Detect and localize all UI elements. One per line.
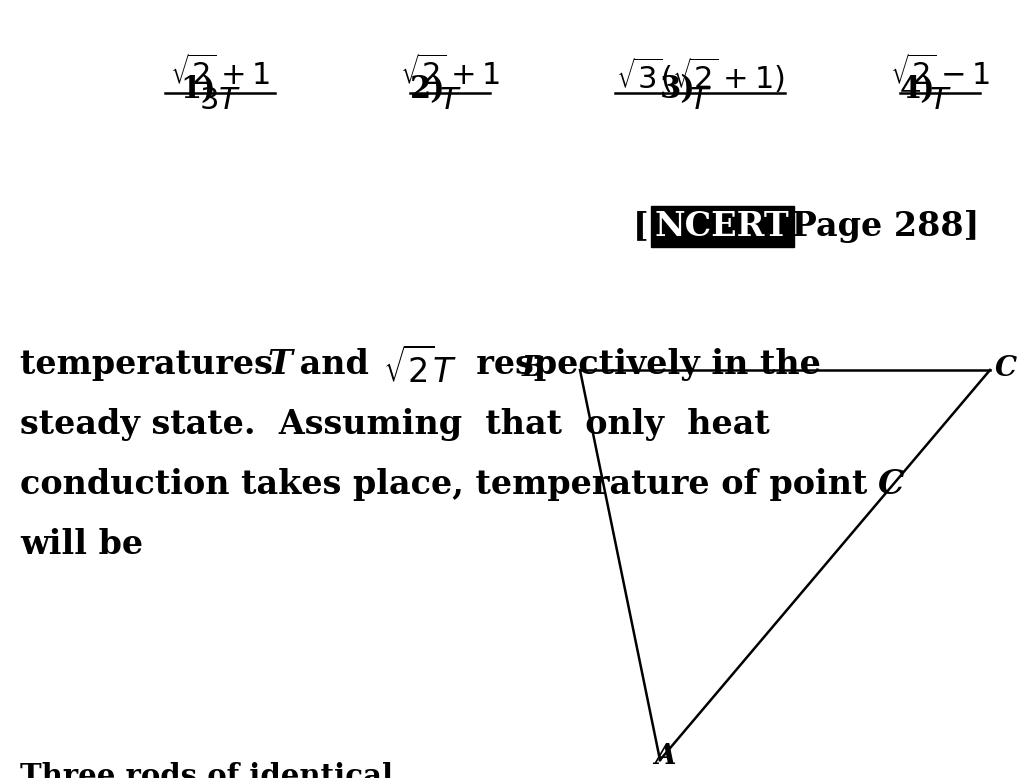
Text: $\sqrt{2}T$: $\sqrt{2}T$ xyxy=(383,348,458,390)
Text: $T$: $T$ xyxy=(438,86,461,115)
Text: $\sqrt{2}+1$: $\sqrt{2}+1$ xyxy=(399,55,500,91)
Text: 2): 2) xyxy=(410,74,445,105)
Text: C: C xyxy=(995,355,1017,382)
Text: steady state.  Assuming  that  only  heat: steady state. Assuming that only heat xyxy=(20,408,770,441)
Text: A: A xyxy=(654,743,676,770)
Text: $T$: $T$ xyxy=(689,86,712,115)
Text: temperatures: temperatures xyxy=(20,348,285,381)
Text: 3): 3) xyxy=(660,74,695,105)
Text: C: C xyxy=(878,468,904,501)
Text: $3T$: $3T$ xyxy=(199,86,241,115)
Text: 4): 4) xyxy=(900,74,936,105)
Text: [: [ xyxy=(633,210,649,243)
Text: Three rods of identical: Three rods of identical xyxy=(20,762,393,778)
Text: and: and xyxy=(288,348,380,381)
Text: conduction takes place, temperature of point: conduction takes place, temperature of p… xyxy=(20,468,879,501)
Text: B: B xyxy=(521,355,545,382)
Text: will be: will be xyxy=(20,528,143,561)
Text: $\sqrt{2}-1$: $\sqrt{2}-1$ xyxy=(890,55,990,91)
Text: 1): 1) xyxy=(180,74,215,105)
Text: $T$: $T$ xyxy=(929,86,951,115)
Text: NCERT: NCERT xyxy=(655,210,790,243)
Text: T: T xyxy=(268,348,293,381)
Text: respectively in the: respectively in the xyxy=(454,348,821,381)
Text: $\sqrt{3}(\sqrt{2}+1)$: $\sqrt{3}(\sqrt{2}+1)$ xyxy=(615,55,784,95)
Text: Page 288]: Page 288] xyxy=(780,210,979,243)
Text: $\sqrt{2}+1$: $\sqrt{2}+1$ xyxy=(170,55,270,91)
